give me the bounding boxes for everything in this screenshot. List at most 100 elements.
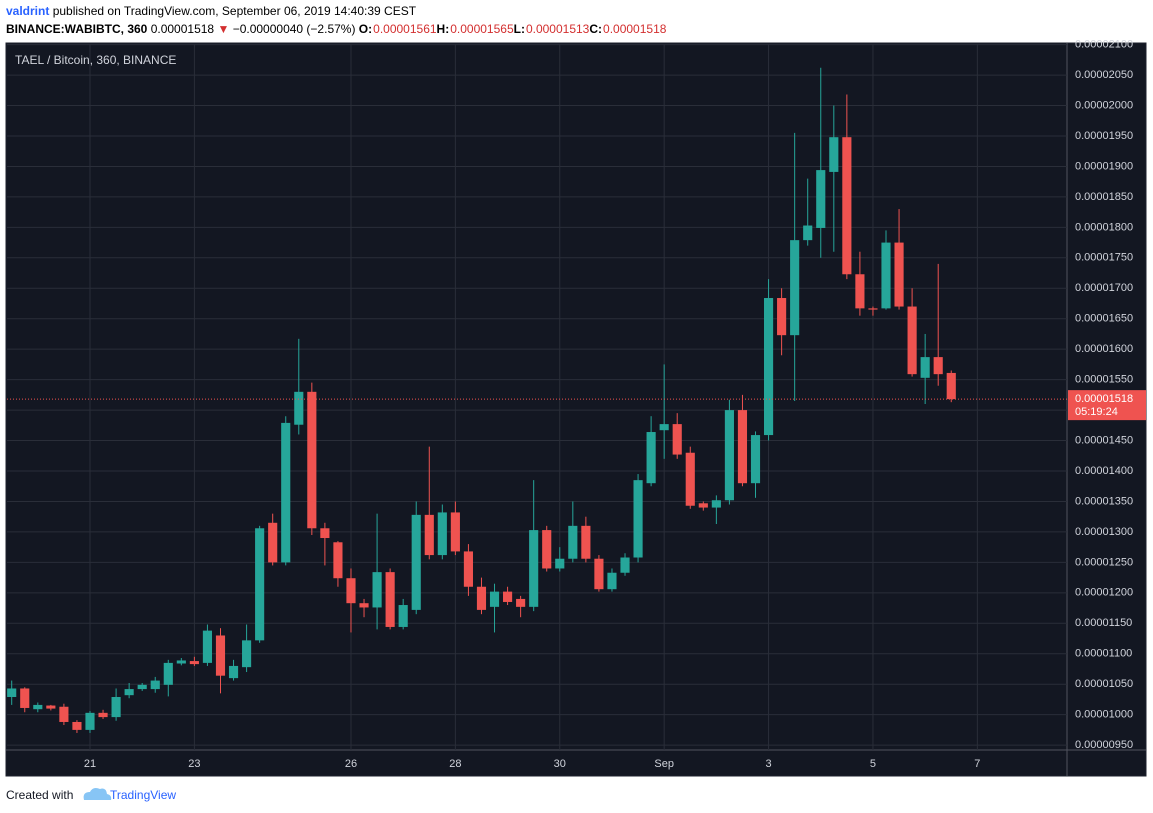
candle-body	[698, 503, 708, 508]
y-tick-label: 0.00001750	[1075, 252, 1133, 264]
y-tick-label: 0.00001450	[1075, 434, 1133, 446]
y-tick-label: 0.00001700	[1075, 282, 1133, 294]
y-tick-label: 0.00001850	[1075, 191, 1133, 203]
candle-body	[750, 435, 761, 484]
candle-body	[150, 680, 160, 690]
candle-body	[737, 410, 748, 484]
ohlc-label: C:	[589, 22, 602, 36]
candle-body	[176, 660, 186, 664]
y-tick-label: 0.00001900	[1075, 160, 1133, 172]
candle-body	[398, 605, 408, 627]
brand-logo	[83, 788, 112, 800]
candle-body	[646, 432, 656, 484]
candle-body	[215, 635, 226, 676]
countdown: 05:19:24	[1075, 406, 1118, 418]
candle-body	[346, 578, 356, 604]
y-tick-label: 0.00001400	[1075, 465, 1133, 477]
candle-body	[85, 712, 95, 730]
candle-body	[881, 242, 891, 309]
x-tick-label: 30	[554, 758, 566, 770]
candle-body	[933, 357, 943, 375]
candle-body	[907, 306, 917, 375]
candle-body	[829, 137, 839, 172]
publish-line: valdrint published on TradingView.com, S…	[6, 4, 417, 18]
last: 0.00001518	[151, 22, 215, 36]
candle-body	[816, 170, 826, 228]
y-tick-label: 0.00001250	[1075, 556, 1133, 568]
y-tick-label: 0.00001050	[1075, 678, 1133, 690]
candle-body	[672, 424, 682, 455]
candle-body	[307, 391, 317, 529]
ohlc-label: O:	[359, 22, 372, 36]
candle-body	[372, 572, 382, 608]
footer-text: Created with	[6, 788, 73, 802]
x-tick-label: 3	[765, 758, 771, 770]
candle-body	[281, 422, 291, 563]
candle-body	[894, 242, 904, 307]
x-tick-label: 7	[974, 758, 980, 770]
candle-body	[476, 586, 487, 610]
candle-body	[72, 721, 82, 730]
candle-body	[790, 240, 800, 336]
candle-body	[424, 514, 434, 556]
candle-body	[359, 603, 369, 608]
candle-body	[581, 525, 591, 559]
candle-body	[59, 706, 69, 722]
candle-body	[7, 688, 17, 698]
candle-body	[920, 357, 930, 378]
y-tick-label: 0.00000950	[1075, 739, 1133, 751]
y-tick-label: 0.00001550	[1075, 374, 1133, 386]
candle-body	[633, 480, 643, 558]
candle-body	[202, 630, 213, 663]
y-tick-label: 0.00001800	[1075, 221, 1133, 233]
quote-line: BINANCE:WABIBTC, 360 0.00001518 ▼ −0.000…	[6, 22, 667, 36]
ohlc-value: 0.00001513	[526, 22, 590, 36]
y-tick-label: 0.00001350	[1075, 495, 1133, 507]
candle-body	[20, 688, 30, 708]
y-tick-label: 0.00002100	[1075, 39, 1133, 51]
candle-body	[803, 225, 813, 241]
candle-body	[516, 598, 526, 607]
candle-body	[320, 528, 330, 539]
candle-body	[411, 514, 421, 610]
candle-body	[255, 528, 265, 641]
candle-body	[450, 512, 460, 552]
candle-body	[607, 572, 617, 590]
y-tick-label: 0.00001200	[1075, 587, 1133, 599]
price-tag: 0.00001518	[1075, 393, 1133, 405]
y-tick-label: 0.00002050	[1075, 69, 1133, 81]
candle-body	[333, 542, 343, 579]
candle-body	[137, 684, 147, 690]
candle-body	[463, 551, 473, 587]
candle-body	[855, 274, 865, 309]
candle-body	[868, 308, 878, 310]
published: published on TradingView.com, September …	[53, 4, 417, 18]
candle-body	[620, 557, 630, 573]
change-arrow: ▼	[217, 22, 229, 36]
y-tick-label: 0.00001600	[1075, 343, 1133, 355]
symbol: BINANCE:WABIBTC, 360	[6, 22, 148, 36]
candle-body	[33, 704, 43, 710]
y-tick-label: 0.00001650	[1075, 313, 1133, 325]
author[interactable]: valdrint	[6, 4, 49, 18]
footer-brand[interactable]: TradingView	[110, 788, 176, 802]
candle-body	[503, 591, 513, 602]
candle-body	[542, 530, 552, 569]
ohlc-value: 0.00001561	[373, 22, 437, 36]
x-tick-label: 26	[345, 758, 357, 770]
candle-body	[242, 640, 252, 668]
candle-body	[529, 530, 539, 607]
candle-body	[685, 452, 695, 506]
y-tick-label: 0.00001300	[1075, 526, 1133, 538]
candle-body	[659, 424, 669, 431]
change: −0.00000040 (−2.57%)	[233, 22, 356, 36]
candle-body	[763, 298, 774, 436]
x-tick-label: 28	[449, 758, 461, 770]
chart-title: TAEL / Bitcoin, 360, BINANCE	[15, 53, 176, 67]
y-tick-label: 0.00002000	[1075, 99, 1133, 111]
candle-body	[163, 662, 173, 685]
y-tick-label: 0.00001150	[1075, 617, 1132, 629]
ohlc-label: H:	[437, 22, 450, 36]
candle-body	[111, 697, 121, 718]
